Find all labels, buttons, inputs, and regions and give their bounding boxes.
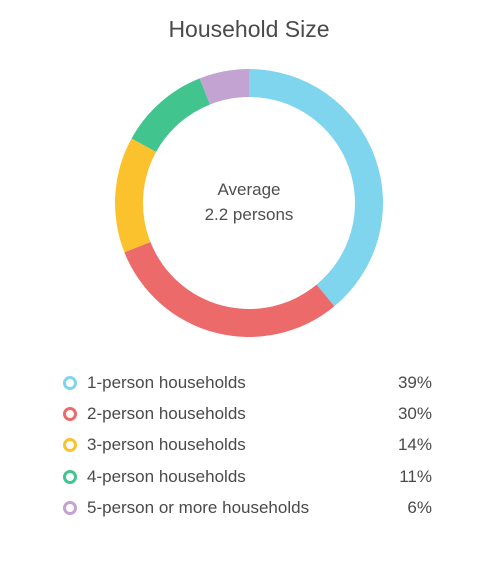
legend-marker-icon: [63, 438, 77, 453]
legend-item: 4-person households 11%: [62, 461, 432, 492]
legend-label: 4-person households: [87, 466, 246, 486]
legend-item: 5-person or more households 6%: [62, 492, 432, 523]
donut-slice-4: [131, 78, 210, 152]
legend-item: 3-person households 14%: [62, 430, 432, 461]
center-label-line1: Average: [217, 180, 281, 199]
legend-marker-icon: [63, 375, 77, 390]
legend-value: 11%: [399, 466, 432, 486]
legend-label: 5-person or more households: [87, 497, 310, 517]
legend-item: 1-person households 39%: [62, 367, 432, 398]
legend-marker-icon: [63, 469, 77, 484]
legend-value: 30%: [397, 403, 432, 423]
center-label: Average 2.2 persons: [149, 177, 349, 227]
legend-value: 14%: [397, 435, 432, 455]
legend-label: 1-person households: [87, 372, 246, 392]
legend-marker-icon: [63, 406, 77, 421]
legend-label: 3-person households: [87, 435, 246, 455]
legend: 1-person households 39% 2-person household…: [62, 367, 432, 523]
center-label-line2: 2.2 persons: [204, 205, 294, 224]
donut-chart: [114, 69, 383, 337]
legend-value: 6%: [407, 497, 432, 517]
legend-marker-icon: [63, 500, 77, 515]
legend-item: 2-person households 30%: [62, 398, 432, 429]
legend-label: 2-person households: [87, 403, 246, 423]
donut-slice-2: [124, 242, 335, 337]
donut-slice-1: [249, 69, 383, 307]
donut-slice-3: [114, 138, 157, 253]
chart-title: Household Size: [168, 16, 330, 42]
donut-slice-5: [199, 69, 249, 105]
legend-value: 39%: [397, 372, 432, 392]
